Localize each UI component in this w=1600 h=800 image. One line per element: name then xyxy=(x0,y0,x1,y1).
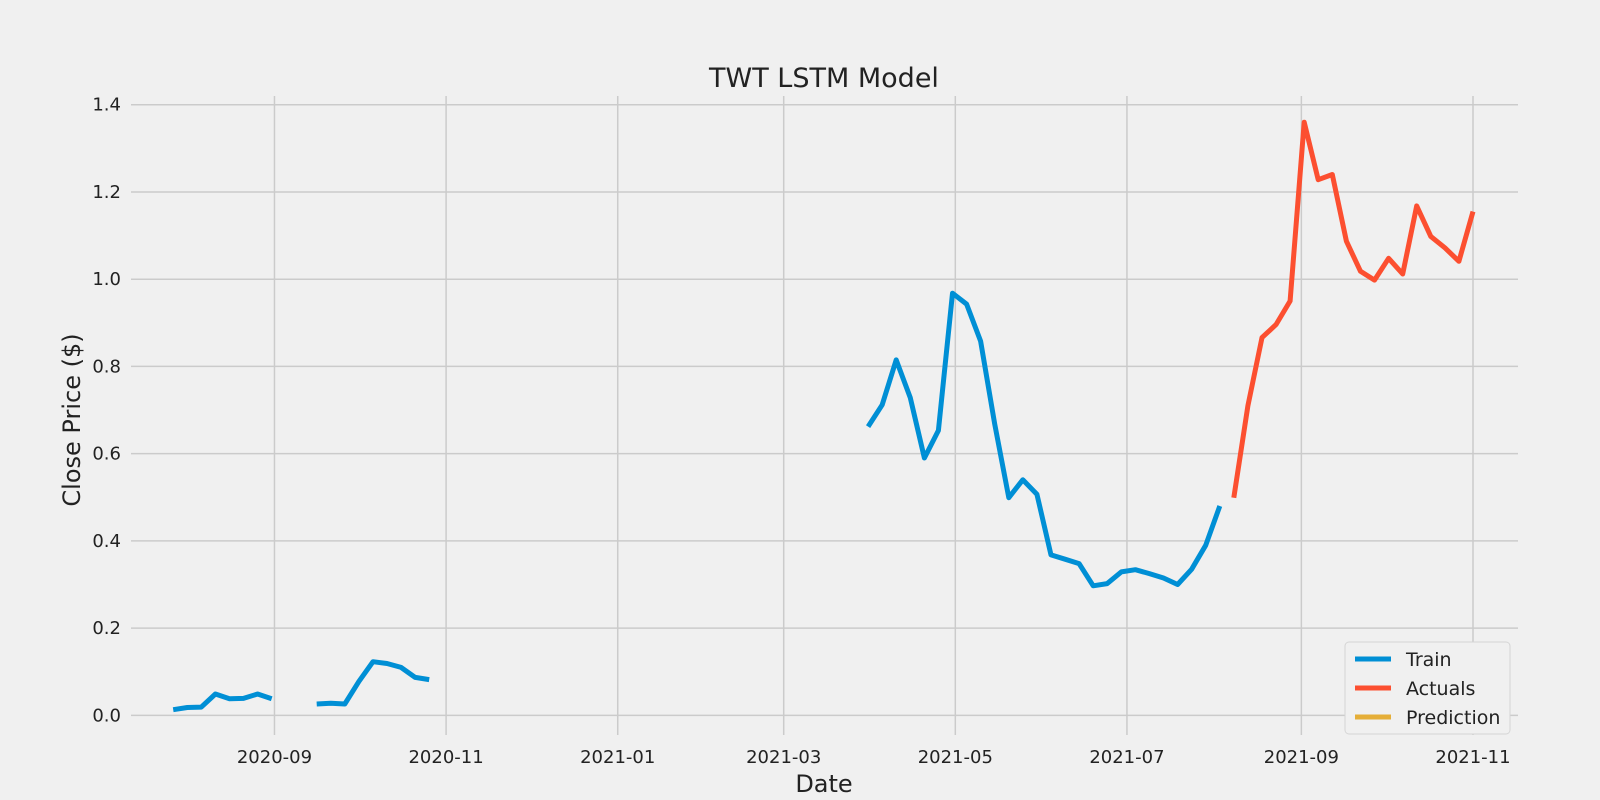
series-line-actuals xyxy=(1231,119,1476,499)
x-axis: 2020-09 2020-11 2021-01 2021-03 2021-05 2021-… xyxy=(237,747,1511,768)
x-tick-label: 2021-11 xyxy=(1435,747,1510,768)
x-axis-label: Date xyxy=(795,770,852,798)
legend-label-train: Train xyxy=(1405,649,1452,671)
y-tick-label: 1.4 xyxy=(92,95,121,116)
legend-box xyxy=(1344,641,1511,735)
series-line-train xyxy=(172,691,273,713)
series-line-train xyxy=(316,659,430,707)
y-tick-label: 0.6 xyxy=(92,444,121,465)
series-lines xyxy=(172,119,1476,713)
y-tick-label: 1.0 xyxy=(92,269,121,290)
y-tick-label: 1.2 xyxy=(92,182,121,203)
x-tick-label: 2021-09 xyxy=(1264,747,1339,768)
y-tick-label: 0.4 xyxy=(92,531,121,552)
y-axis: 0.0 0.2 0.4 0.6 0.8 1.0 1.2 1.4 xyxy=(92,95,121,727)
legend: Train Actuals Prediction xyxy=(1344,641,1511,735)
y-tick-label: 0.0 xyxy=(92,705,121,726)
x-tick-label: 2021-03 xyxy=(746,747,821,768)
y-tick-label: 0.8 xyxy=(92,356,121,377)
series-line-train xyxy=(866,290,1223,589)
x-tick-label: 2020-09 xyxy=(237,747,312,768)
chart-title: TWT LSTM Model xyxy=(708,63,939,94)
legend-label-prediction: Prediction xyxy=(1406,707,1500,729)
x-tick-label: 2021-01 xyxy=(580,747,655,768)
y-tick-label: 0.2 xyxy=(92,618,121,639)
y-axis-label: Close Price ($) xyxy=(58,333,86,506)
x-tick-label: 2020-11 xyxy=(408,747,483,768)
x-tick-label: 2021-05 xyxy=(918,747,993,768)
x-tick-label: 2021-07 xyxy=(1089,747,1164,768)
legend-label-actuals: Actuals xyxy=(1406,678,1475,700)
grid xyxy=(131,96,1518,735)
